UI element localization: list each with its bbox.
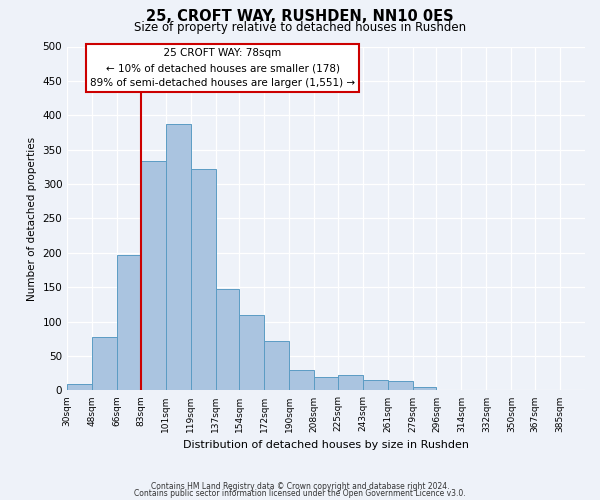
Text: Contains HM Land Registry data © Crown copyright and database right 2024.: Contains HM Land Registry data © Crown c… <box>151 482 449 491</box>
Bar <box>413 387 436 390</box>
Text: Size of property relative to detached houses in Rushden: Size of property relative to detached ho… <box>134 21 466 34</box>
Text: 25, CROFT WAY, RUSHDEN, NN10 0ES: 25, CROFT WAY, RUSHDEN, NN10 0ES <box>146 9 454 24</box>
Bar <box>338 376 363 390</box>
Bar <box>92 337 117 390</box>
Bar <box>216 288 239 390</box>
Bar <box>117 255 141 390</box>
Bar <box>289 370 314 390</box>
X-axis label: Distribution of detached houses by size in Rushden: Distribution of detached houses by size … <box>183 440 469 450</box>
Bar <box>314 376 338 390</box>
Bar <box>141 162 166 390</box>
Bar <box>265 341 289 390</box>
Text: Contains public sector information licensed under the Open Government Licence v3: Contains public sector information licen… <box>134 490 466 498</box>
Bar <box>239 316 265 390</box>
Text: 25 CROFT WAY: 78sqm  
← 10% of detached houses are smaller (178)
89% of semi-det: 25 CROFT WAY: 78sqm ← 10% of detached ho… <box>90 48 355 88</box>
Y-axis label: Number of detached properties: Number of detached properties <box>27 136 37 300</box>
Bar <box>388 381 413 390</box>
Bar <box>191 169 216 390</box>
Bar <box>363 380 388 390</box>
Bar <box>67 384 92 390</box>
Bar <box>166 124 191 390</box>
